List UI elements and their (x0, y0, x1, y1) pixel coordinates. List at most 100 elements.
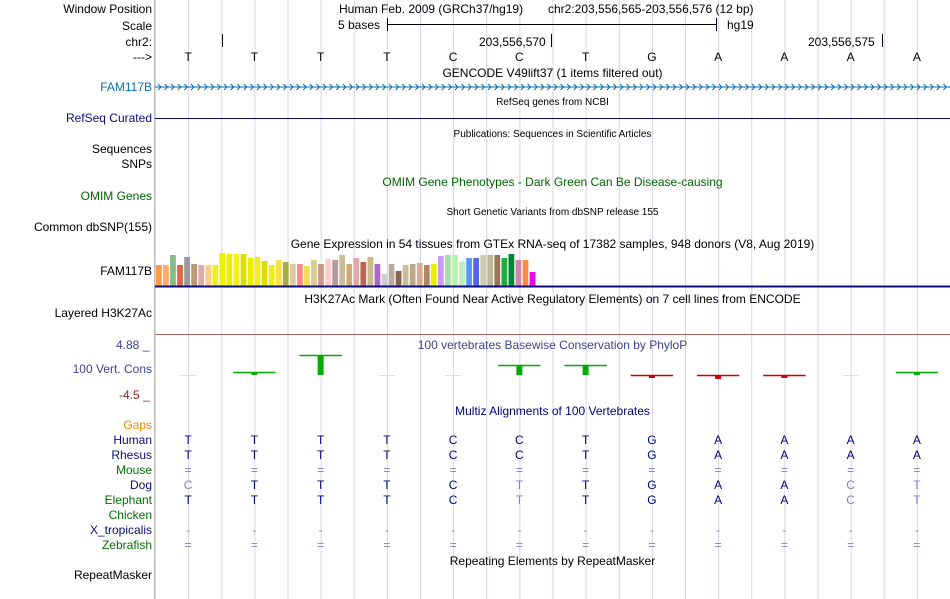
species-label-dog[interactable]: Dog (129, 478, 152, 492)
snps-track-label[interactable]: SNPs (121, 157, 152, 171)
gtex-tissue-bar[interactable] (445, 255, 451, 286)
gtex-tissue-bar[interactable] (466, 258, 472, 286)
gtex-tissue-bar[interactable] (409, 264, 416, 286)
species-label-x_tropicalis[interactable]: X_tropicalis (89, 523, 152, 537)
strand-chevron (474, 83, 479, 91)
conservation-bar[interactable] (582, 365, 589, 375)
gtex-tissue-bar[interactable] (353, 258, 360, 286)
alignment-base: G (647, 433, 657, 447)
gtex-tissue-bar[interactable] (508, 254, 515, 286)
conservation-bar[interactable] (317, 355, 324, 375)
gtex-tissue-bar[interactable] (304, 266, 310, 286)
alignment-base: C (448, 478, 458, 492)
conservation-bar[interactable] (715, 375, 722, 379)
gtex-tissue-bar[interactable] (346, 264, 353, 286)
strand-chevron (705, 83, 710, 91)
refseq-track-label[interactable]: RefSeq Curated (65, 111, 152, 125)
gtex-tissue-bar[interactable] (388, 264, 395, 286)
gtex-tissue-bar[interactable] (240, 254, 247, 286)
strand-chevron (758, 83, 763, 91)
gtex-tissue-bar[interactable] (297, 264, 303, 286)
species-label-rhesus[interactable]: Rhesus (111, 448, 152, 462)
gencode-track-label[interactable]: FAM117B (100, 80, 152, 94)
gtex-tissue-bar[interactable] (247, 258, 254, 286)
gtex-tissue-bar[interactable] (163, 265, 169, 286)
gtex-tissue-bar[interactable] (529, 272, 536, 286)
strand-chevron (441, 83, 446, 91)
gtex-tissue-bar[interactable] (177, 265, 183, 286)
alignment-base: C (183, 478, 193, 492)
conservation-chart[interactable] (155, 345, 950, 395)
conservation-bar[interactable] (516, 365, 523, 375)
gtex-tissue-bar[interactable] (311, 260, 317, 286)
conservation-bar[interactable] (913, 372, 920, 375)
gtex-tissue-bar[interactable] (480, 255, 487, 286)
gtex-tissue-bar[interactable] (233, 254, 240, 286)
gtex-tissue-bar[interactable] (459, 262, 465, 286)
reference-base: C (448, 50, 458, 64)
gtex-tissue-bar[interactable] (170, 255, 176, 286)
gtex-tissue-bar[interactable] (184, 257, 190, 286)
repeatmasker-track-label[interactable]: RepeatMasker (73, 568, 152, 582)
dbsnp-track-label[interactable]: Common dbSNP(155) (33, 220, 152, 234)
species-label-mouse[interactable]: Mouse (115, 463, 152, 477)
gtex-tissue-bar[interactable] (438, 256, 444, 286)
gtex-tissue-bar[interactable] (487, 255, 494, 286)
gtex-tissue-bar[interactable] (332, 260, 338, 286)
gtex-tissue-bar[interactable] (275, 260, 282, 286)
position-readout[interactable]: chr2:203,556,565-203,556,576 (12 bp) (548, 2, 754, 16)
species-label-zebrafish[interactable]: Zebrafish (101, 538, 152, 552)
alignment-base: T (184, 493, 192, 507)
gtex-tissue-bar[interactable] (254, 257, 261, 286)
refseq-gene-line[interactable] (155, 118, 950, 119)
gtex-tissue-bar[interactable] (339, 255, 346, 286)
gtex-tissue-bar[interactable] (522, 260, 529, 286)
gtex-track-label[interactable]: FAM117B (100, 264, 152, 278)
gtex-tissue-bar[interactable] (212, 265, 219, 286)
conservation-bar[interactable] (251, 372, 258, 375)
omim-track-label[interactable]: OMIM Genes (80, 189, 152, 203)
gtex-tissue-bar[interactable] (289, 264, 296, 286)
alignment-base: T (913, 493, 921, 507)
gtex-tissue-bar[interactable] (156, 265, 162, 286)
gtex-tissue-bar[interactable] (501, 258, 508, 286)
gtex-tissue-bar[interactable] (430, 264, 437, 286)
gtex-tissue-bar[interactable] (318, 264, 324, 286)
gaps-track-label[interactable]: Gaps (123, 418, 152, 432)
gtex-tissue-bar[interactable] (515, 260, 522, 286)
gtex-tissue-bar[interactable] (494, 255, 501, 286)
gtex-tissue-bar[interactable] (226, 254, 233, 286)
conservation-track-label[interactable]: 100 Vert. Cons (72, 362, 152, 376)
conservation-bar[interactable] (648, 375, 655, 378)
gtex-tissue-bar[interactable] (452, 255, 458, 286)
species-label-human[interactable]: Human (113, 433, 152, 447)
gencode-gene-feature[interactable] (155, 80, 950, 94)
gtex-tissue-bar[interactable] (395, 271, 402, 286)
species-label-chicken[interactable]: Chicken (108, 508, 152, 522)
publications-track-label[interactable]: Sequences (91, 142, 152, 156)
strand-chevron (230, 83, 235, 91)
gtex-tissue-bar[interactable] (268, 265, 275, 286)
gtex-tissue-bar[interactable] (219, 253, 226, 286)
h3k27ac-track-label[interactable]: Layered H3K27Ac (54, 306, 152, 320)
conservation-bar[interactable] (781, 375, 788, 378)
gtex-tissue-bar[interactable] (205, 265, 212, 286)
gtex-tissue-bar[interactable] (282, 262, 289, 286)
alignment-base: T (515, 478, 524, 492)
gtex-expression-chart[interactable] (155, 250, 950, 288)
gtex-tissue-bar[interactable] (325, 259, 331, 286)
gtex-tissue-bar[interactable] (198, 265, 205, 286)
gtex-tissue-bar[interactable] (367, 257, 374, 286)
strand-chevron (527, 83, 532, 91)
gtex-tissue-bar[interactable] (374, 264, 381, 286)
strand-chevron (157, 83, 162, 91)
gtex-tissue-bar[interactable] (360, 262, 367, 286)
gtex-tissue-bar[interactable] (416, 263, 423, 286)
gtex-tissue-bar[interactable] (381, 274, 388, 286)
species-label-elephant[interactable]: Elephant (104, 493, 152, 507)
gtex-tissue-bar[interactable] (261, 261, 268, 286)
gtex-tissue-bar[interactable] (423, 265, 430, 286)
gtex-tissue-bar[interactable] (191, 264, 197, 286)
gtex-tissue-bar[interactable] (473, 258, 479, 286)
gtex-tissue-bar[interactable] (402, 265, 409, 286)
